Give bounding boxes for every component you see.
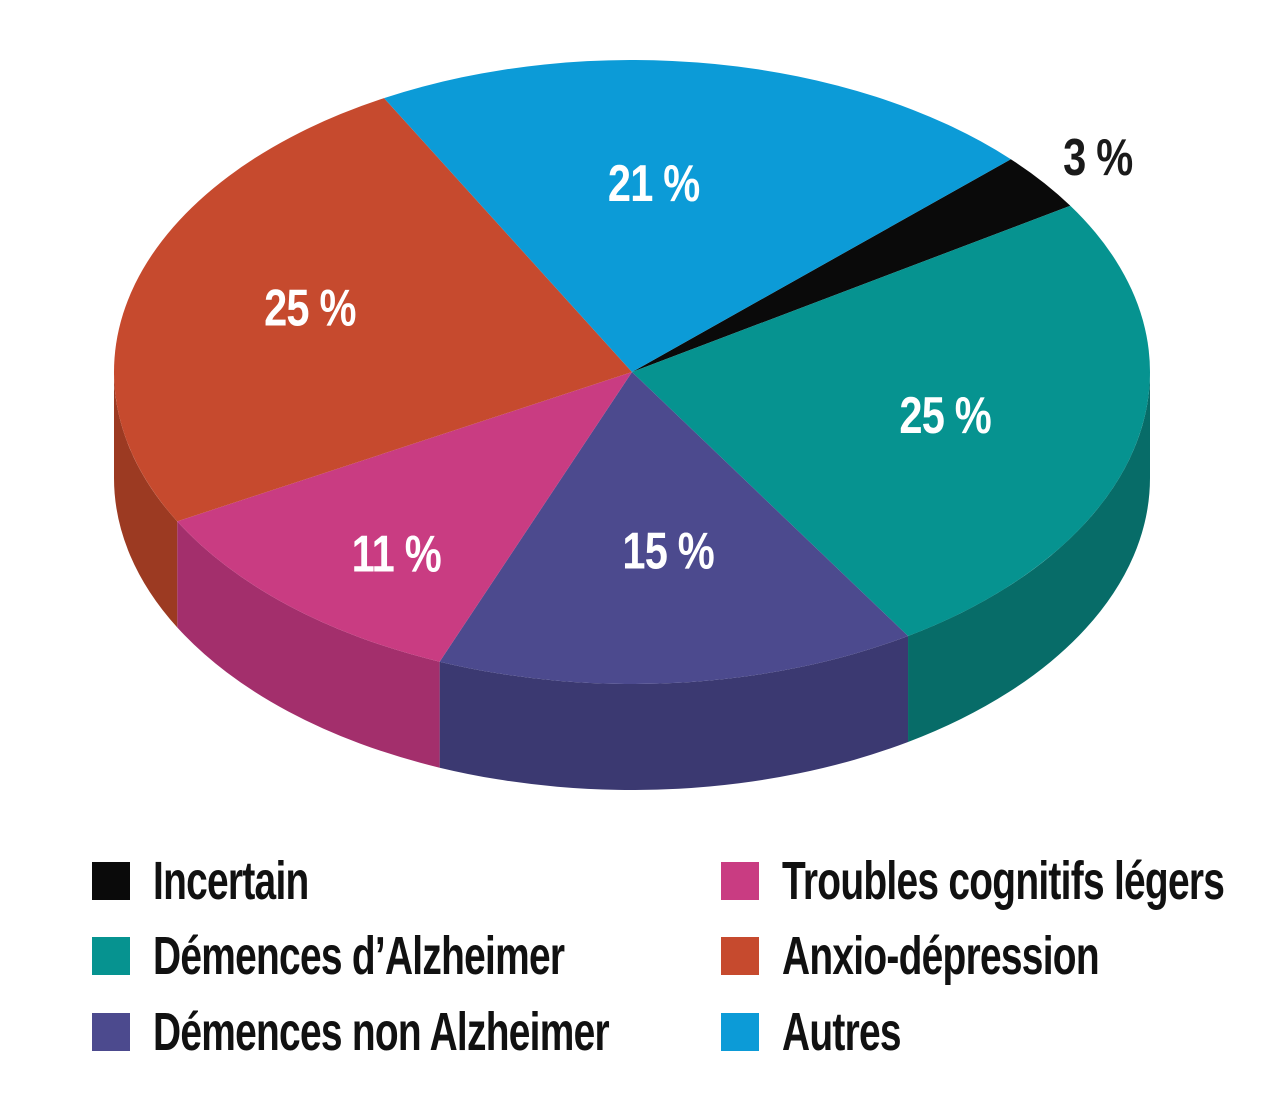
legend-item-anxio-depression: Anxio-dépression	[721, 925, 1222, 987]
pie-label-troubles-cognitifs-legers: 11 %	[352, 524, 441, 583]
pie-label-incertain: 3 %	[1063, 127, 1132, 186]
pie-slice-anxio-depression	[113, 98, 632, 522]
pie-label-demences-non-alzheimer: 15 %	[622, 521, 714, 580]
legend-label-incertain: Incertain	[153, 851, 309, 911]
pie-chart: 3 % 25 % 15 % 11 % 25 % 21 %	[113, 59, 1150, 790]
pie-slice-incertain	[632, 159, 1071, 372]
legend-swatch-incertain	[92, 862, 130, 900]
legend-item-demences-alzheimer: Démences d’Alzheimer	[92, 925, 724, 987]
legend-label-demences-non-alzheimer: Démences non Alzheimer	[153, 1002, 610, 1062]
pie-slice-demences-alzheimer	[632, 205, 1150, 637]
legend-label-troubles-cognitifs-legers: Troubles cognitifs légers	[782, 851, 1225, 911]
pie-slice-demences-non-alzheimer	[439, 372, 909, 684]
pie-slice-side-anxio-depression	[114, 372, 178, 628]
pie-slice-side-demences-non-alzheimer	[439, 636, 909, 790]
legend-swatch-demences-non-alzheimer	[92, 1013, 130, 1051]
legend-swatch-troubles-cognitifs-legers	[721, 862, 759, 900]
legend-swatch-anxio-depression	[721, 937, 759, 975]
pie-slice-troubles-cognitifs-legers	[177, 372, 632, 662]
legend-item-autres: Autres	[721, 1001, 947, 1063]
pie-label-autres: 21 %	[608, 154, 700, 213]
pie-label-anxio-depression: 25 %	[264, 278, 356, 337]
legend-item-incertain: Incertain	[92, 850, 369, 912]
pie-slice-autres	[384, 59, 1011, 372]
legend-swatch-demences-alzheimer	[92, 937, 130, 975]
pie-label-demences-alzheimer: 25 %	[899, 385, 991, 444]
pie-slice-side-demences-alzheimer	[908, 372, 1150, 743]
pie-slice-side-troubles-cognitifs-legers	[177, 521, 440, 768]
legend-swatch-autres	[721, 1013, 759, 1051]
legend-label-anxio-depression: Anxio-dépression	[782, 926, 1100, 986]
legend-item-demences-non-alzheimer: Démences non Alzheimer	[92, 1001, 786, 1063]
legend-item-troubles-cognitifs-legers: Troubles cognitifs légers	[721, 850, 1280, 912]
legend-label-demences-alzheimer: Démences d’Alzheimer	[153, 926, 565, 986]
legend-label-autres: Autres	[782, 1002, 902, 1062]
pie-chart-svg: 3 % 25 % 15 % 11 % 25 % 21 %	[113, 59, 1150, 790]
